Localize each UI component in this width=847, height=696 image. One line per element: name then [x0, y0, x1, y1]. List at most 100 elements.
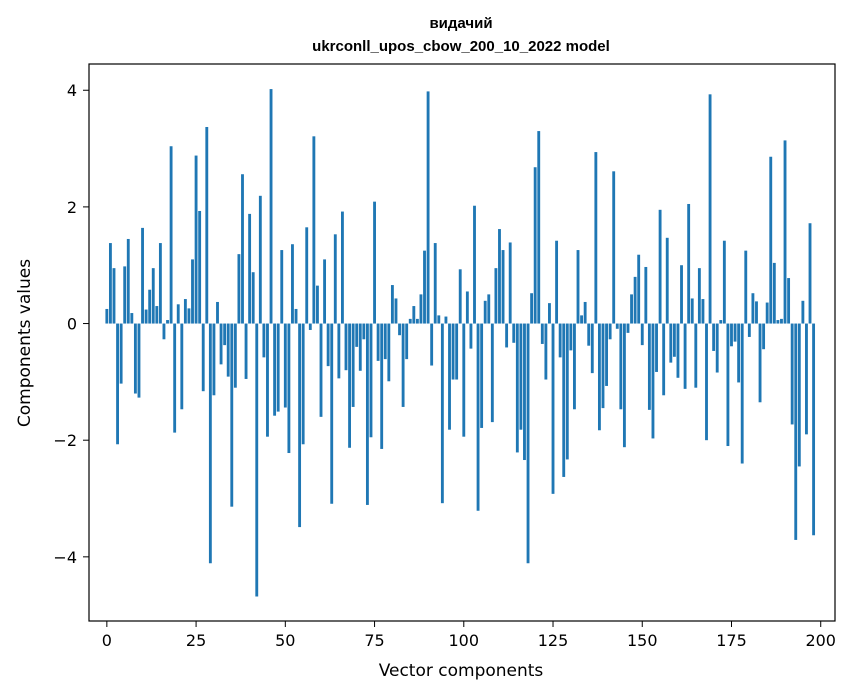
bar-107 [487, 294, 491, 324]
bar-136 [590, 323, 594, 374]
bar-106 [483, 300, 487, 324]
bar-24 [191, 259, 194, 324]
bar-197 [808, 223, 812, 324]
bar-89 [423, 250, 426, 324]
bar-155 [658, 209, 662, 324]
bar-21 [180, 323, 184, 410]
bar-150 [640, 323, 644, 346]
x-tick-label: 75 [364, 631, 384, 650]
bar-113 [508, 242, 512, 324]
bar-28 [205, 126, 209, 324]
bar-91 [430, 323, 434, 366]
bar-66 [341, 211, 344, 324]
bar-36 [233, 323, 237, 388]
x-tick-label: 100 [449, 631, 480, 650]
bar-160 [676, 323, 680, 378]
bar-104 [476, 323, 480, 511]
bar-81 [394, 298, 398, 324]
x-tick-label: 125 [538, 631, 569, 650]
bar-181 [751, 293, 755, 324]
bar-73 [365, 323, 369, 505]
bar-152 [647, 323, 651, 410]
bar-129 [565, 323, 569, 460]
bar-190 [783, 140, 787, 324]
bar-48 [276, 323, 280, 412]
bar-163 [687, 203, 691, 324]
bar-172 [719, 320, 723, 324]
bar-108 [490, 323, 494, 423]
bar-22 [183, 299, 187, 324]
bar-34 [226, 323, 230, 377]
bar-192 [790, 323, 794, 425]
bar-2 [112, 268, 116, 324]
bar-145 [622, 323, 626, 448]
bar-75 [373, 201, 376, 324]
bar-57 [308, 323, 312, 330]
bar-55 [301, 323, 305, 445]
bar-76 [376, 323, 380, 361]
bar-167 [701, 299, 705, 324]
bar-45 [266, 323, 269, 437]
bar-50 [283, 323, 287, 408]
bar-101 [465, 291, 469, 324]
bar-191 [787, 278, 791, 324]
bar-49 [280, 250, 284, 324]
bar-114 [512, 323, 516, 343]
bar-105 [480, 323, 484, 428]
bar-30 [212, 323, 216, 396]
bar-127 [558, 323, 562, 358]
bar-6 [126, 238, 130, 324]
bar-117 [523, 323, 526, 461]
x-tick-label: 25 [186, 631, 206, 650]
x-tick-label: 50 [275, 631, 295, 650]
bar-74 [369, 323, 373, 438]
bar-180 [747, 323, 751, 337]
bar-19 [173, 323, 177, 433]
bar-69 [351, 323, 355, 407]
bar-116 [519, 323, 523, 430]
bar-182 [755, 301, 758, 324]
bar-5 [123, 266, 127, 324]
bar-179 [744, 250, 748, 324]
x-tick-label: 150 [627, 631, 658, 650]
bar-8 [133, 323, 137, 394]
bar-3 [116, 323, 119, 445]
bar-62 [326, 323, 330, 367]
bar-122 [540, 323, 544, 344]
bar-186 [769, 156, 773, 324]
bar-80 [390, 285, 394, 324]
bar-52 [291, 244, 294, 324]
bar-126 [555, 240, 559, 324]
bar-43 [258, 195, 262, 324]
bar-187 [772, 262, 776, 324]
bar-79 [387, 323, 391, 382]
y-tick-label: −4 [53, 548, 77, 567]
bar-12 [148, 289, 152, 324]
bar-10 [141, 227, 144, 324]
bar-153 [651, 323, 655, 439]
bar-138 [597, 323, 601, 431]
bar-16 [162, 323, 166, 340]
bar-33 [223, 323, 227, 346]
bar-9 [137, 323, 141, 398]
bar-171 [715, 323, 719, 373]
bar-174 [726, 323, 730, 447]
bar-151 [644, 266, 648, 324]
bar-185 [765, 302, 769, 324]
bar-67 [344, 323, 348, 371]
bar-178 [740, 323, 744, 464]
bar-112 [505, 323, 509, 348]
bar-97 [451, 323, 455, 380]
bar-168 [705, 323, 708, 441]
y-tick-label: −2 [53, 431, 77, 450]
bar-123 [544, 323, 548, 380]
bar-111 [501, 250, 505, 324]
bar-84 [405, 323, 409, 360]
bar-188 [776, 320, 780, 324]
x-axis-label: Vector components [379, 661, 544, 681]
bar-32 [219, 323, 223, 365]
bar-166 [697, 268, 701, 324]
bar-193 [794, 323, 798, 540]
y-tick-label: 4 [67, 81, 77, 100]
bar-44 [262, 323, 266, 358]
